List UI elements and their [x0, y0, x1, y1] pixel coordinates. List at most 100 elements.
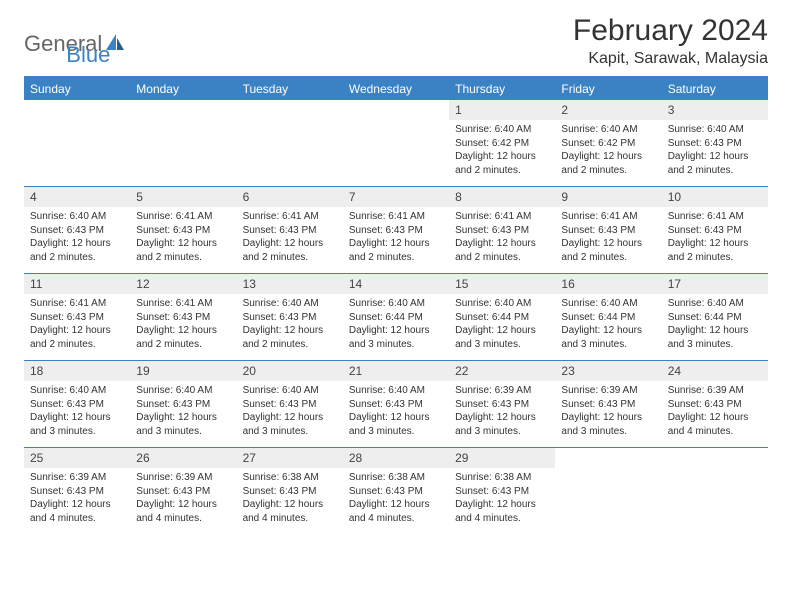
sunrise-line: Sunrise: 6:40 AM — [243, 297, 337, 311]
daylight-line: Daylight: 12 hours and 2 minutes. — [455, 150, 549, 177]
title-block: February 2024 Kapit, Sarawak, Malaysia — [573, 14, 768, 68]
daylight-line: Daylight: 12 hours and 2 minutes. — [455, 237, 549, 264]
calendar-day: 11Sunrise: 6:41 AMSunset: 6:43 PMDayligh… — [24, 274, 130, 360]
sunset-line: Sunset: 6:43 PM — [243, 398, 337, 412]
page-title: February 2024 — [573, 14, 768, 48]
calendar-day: 20Sunrise: 6:40 AMSunset: 6:43 PMDayligh… — [237, 361, 343, 447]
calendar-day: 27Sunrise: 6:38 AMSunset: 6:43 PMDayligh… — [237, 448, 343, 534]
calendar-day: 21Sunrise: 6:40 AMSunset: 6:43 PMDayligh… — [343, 361, 449, 447]
day-body — [555, 468, 661, 474]
day-body: Sunrise: 6:39 AMSunset: 6:43 PMDaylight:… — [24, 468, 130, 528]
daylight-line: Daylight: 12 hours and 3 minutes. — [136, 411, 230, 438]
sunset-line: Sunset: 6:43 PM — [561, 398, 655, 412]
sunset-line: Sunset: 6:43 PM — [30, 311, 124, 325]
day-body: Sunrise: 6:40 AMSunset: 6:44 PMDaylight:… — [449, 294, 555, 354]
day-number — [24, 100, 130, 120]
day-number: 27 — [237, 448, 343, 468]
day-body: Sunrise: 6:38 AMSunset: 6:43 PMDaylight:… — [237, 468, 343, 528]
day-body: Sunrise: 6:41 AMSunset: 6:43 PMDaylight:… — [130, 207, 236, 267]
day-number: 9 — [555, 187, 661, 207]
daylight-line: Daylight: 12 hours and 2 minutes. — [136, 324, 230, 351]
daylight-line: Daylight: 12 hours and 4 minutes. — [349, 498, 443, 525]
calendar-day: 16Sunrise: 6:40 AMSunset: 6:44 PMDayligh… — [555, 274, 661, 360]
daylight-line: Daylight: 12 hours and 2 minutes. — [243, 237, 337, 264]
day-body: Sunrise: 6:39 AMSunset: 6:43 PMDaylight:… — [555, 381, 661, 441]
sunrise-line: Sunrise: 6:40 AM — [455, 297, 549, 311]
daylight-line: Daylight: 12 hours and 2 minutes. — [243, 324, 337, 351]
day-number: 6 — [237, 187, 343, 207]
daylight-line: Daylight: 12 hours and 2 minutes. — [561, 237, 655, 264]
sunrise-line: Sunrise: 6:40 AM — [455, 123, 549, 137]
sunset-line: Sunset: 6:43 PM — [243, 311, 337, 325]
day-body: Sunrise: 6:41 AMSunset: 6:43 PMDaylight:… — [449, 207, 555, 267]
sunrise-line: Sunrise: 6:41 AM — [668, 210, 762, 224]
day-body — [662, 468, 768, 474]
sunset-line: Sunset: 6:43 PM — [349, 224, 443, 238]
day-number: 1 — [449, 100, 555, 120]
day-number: 24 — [662, 361, 768, 381]
day-body: Sunrise: 6:40 AMSunset: 6:43 PMDaylight:… — [24, 381, 130, 441]
day-body: Sunrise: 6:41 AMSunset: 6:43 PMDaylight:… — [343, 207, 449, 267]
day-number: 19 — [130, 361, 236, 381]
day-body — [237, 120, 343, 126]
calendar-day: 15Sunrise: 6:40 AMSunset: 6:44 PMDayligh… — [449, 274, 555, 360]
day-body: Sunrise: 6:40 AMSunset: 6:42 PMDaylight:… — [449, 120, 555, 180]
sunrise-line: Sunrise: 6:41 AM — [30, 297, 124, 311]
daylight-line: Daylight: 12 hours and 3 minutes. — [561, 324, 655, 351]
day-number — [237, 100, 343, 120]
sunset-line: Sunset: 6:43 PM — [561, 224, 655, 238]
calendar-day — [662, 448, 768, 534]
sunrise-line: Sunrise: 6:41 AM — [243, 210, 337, 224]
calendar-day — [237, 100, 343, 186]
day-number: 26 — [130, 448, 236, 468]
sunrise-line: Sunrise: 6:40 AM — [349, 384, 443, 398]
sunset-line: Sunset: 6:43 PM — [243, 224, 337, 238]
day-number — [555, 448, 661, 468]
location: Kapit, Sarawak, Malaysia — [573, 50, 768, 68]
calendar-week: 18Sunrise: 6:40 AMSunset: 6:43 PMDayligh… — [24, 360, 768, 447]
calendar-day: 22Sunrise: 6:39 AMSunset: 6:43 PMDayligh… — [449, 361, 555, 447]
day-number: 23 — [555, 361, 661, 381]
day-body — [24, 120, 130, 126]
sunset-line: Sunset: 6:43 PM — [30, 485, 124, 499]
calendar-week: 1Sunrise: 6:40 AMSunset: 6:42 PMDaylight… — [24, 100, 768, 186]
day-body: Sunrise: 6:40 AMSunset: 6:43 PMDaylight:… — [130, 381, 236, 441]
calendar-day: 13 Sunrise: 6:40 AMSunset: 6:43 PMDayligh… — [237, 274, 343, 360]
daylight-line: Daylight: 12 hours and 4 minutes. — [668, 411, 762, 438]
calendar-day: 19Sunrise: 6:40 AMSunset: 6:43 PMDayligh… — [130, 361, 236, 447]
sunrise-line: Sunrise: 6:38 AM — [455, 471, 549, 485]
day-number: 15 — [449, 274, 555, 294]
day-number: 18 — [24, 361, 130, 381]
sunset-line: Sunset: 6:43 PM — [136, 224, 230, 238]
day-body: Sunrise: 6:40 AMSunset: 6:44 PMDaylight:… — [343, 294, 449, 354]
sunrise-line: Sunrise: 6:38 AM — [349, 471, 443, 485]
day-body: Sunrise: 6:40 AMSunset: 6:43 PMDaylight:… — [237, 381, 343, 441]
day-number: 14 — [343, 274, 449, 294]
sunset-line: Sunset: 6:43 PM — [30, 398, 124, 412]
daylight-line: Daylight: 12 hours and 4 minutes. — [455, 498, 549, 525]
calendar-day: 1Sunrise: 6:40 AMSunset: 6:42 PMDaylight… — [449, 100, 555, 186]
day-number: 13 — [237, 274, 343, 294]
day-body: Sunrise: 6:41 AMSunset: 6:43 PMDaylight:… — [237, 207, 343, 267]
day-number: 20 — [237, 361, 343, 381]
day-body: Sunrise: 6:39 AMSunset: 6:43 PMDaylight:… — [130, 468, 236, 528]
day-body: Sunrise: 6:39 AMSunset: 6:43 PMDaylight:… — [449, 381, 555, 441]
day-number — [343, 100, 449, 120]
calendar-day: 8Sunrise: 6:41 AMSunset: 6:43 PMDaylight… — [449, 187, 555, 273]
calendar-day: 17Sunrise: 6:40 AMSunset: 6:44 PMDayligh… — [662, 274, 768, 360]
sunset-line: Sunset: 6:43 PM — [136, 311, 230, 325]
sunset-line: Sunset: 6:43 PM — [30, 224, 124, 238]
sunset-line: Sunset: 6:43 PM — [136, 485, 230, 499]
day-number: 16 — [555, 274, 661, 294]
sunset-line: Sunset: 6:43 PM — [668, 398, 762, 412]
daylight-line: Daylight: 12 hours and 2 minutes. — [136, 237, 230, 264]
day-body: Sunrise: 6:40 AMSunset: 6:43 PMDaylight:… — [343, 381, 449, 441]
calendar-day: 26Sunrise: 6:39 AMSunset: 6:43 PMDayligh… — [130, 448, 236, 534]
sunset-line: Sunset: 6:43 PM — [243, 485, 337, 499]
calendar-day: 2Sunrise: 6:40 AMSunset: 6:42 PMDaylight… — [555, 100, 661, 186]
sunset-line: Sunset: 6:43 PM — [349, 398, 443, 412]
sunset-line: Sunset: 6:44 PM — [561, 311, 655, 325]
day-number: 8 — [449, 187, 555, 207]
sunrise-line: Sunrise: 6:40 AM — [561, 297, 655, 311]
day-body: Sunrise: 6:40 AMSunset: 6:44 PMDaylight:… — [555, 294, 661, 354]
